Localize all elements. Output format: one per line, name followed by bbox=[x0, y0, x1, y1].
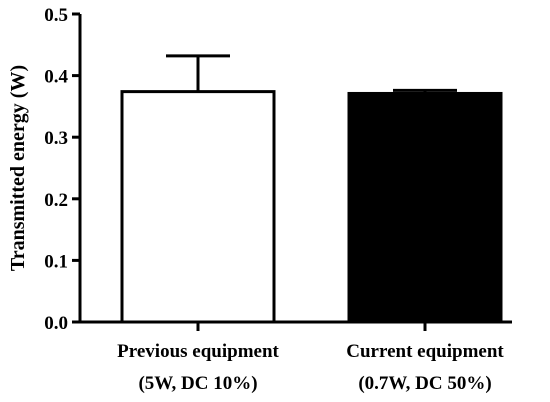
y-axis-title: Transmitted energy (W) bbox=[7, 65, 29, 271]
category-sublabel: (5W, DC 10%) bbox=[138, 373, 257, 394]
y-tick-label: 0.2 bbox=[44, 190, 68, 211]
category-label: Previous equipment bbox=[117, 341, 279, 362]
y-tick-label: 0.4 bbox=[44, 67, 68, 88]
y-tick-label: 0.1 bbox=[44, 251, 68, 272]
bar bbox=[120, 90, 276, 324]
category-sublabel: (0.7W, DC 50%) bbox=[358, 373, 491, 394]
chart-marks: 0.0 0.1 0.2 0.3 0.4 0.5 Previous equipment (5W,… bbox=[44, 5, 512, 394]
category-label: Current equipment bbox=[346, 341, 504, 362]
y-tick-label: 0.5 bbox=[44, 5, 68, 26]
bar bbox=[347, 91, 503, 324]
y-tick-label: 0.0 bbox=[44, 313, 68, 334]
y-tick-label: 0.3 bbox=[44, 128, 68, 149]
